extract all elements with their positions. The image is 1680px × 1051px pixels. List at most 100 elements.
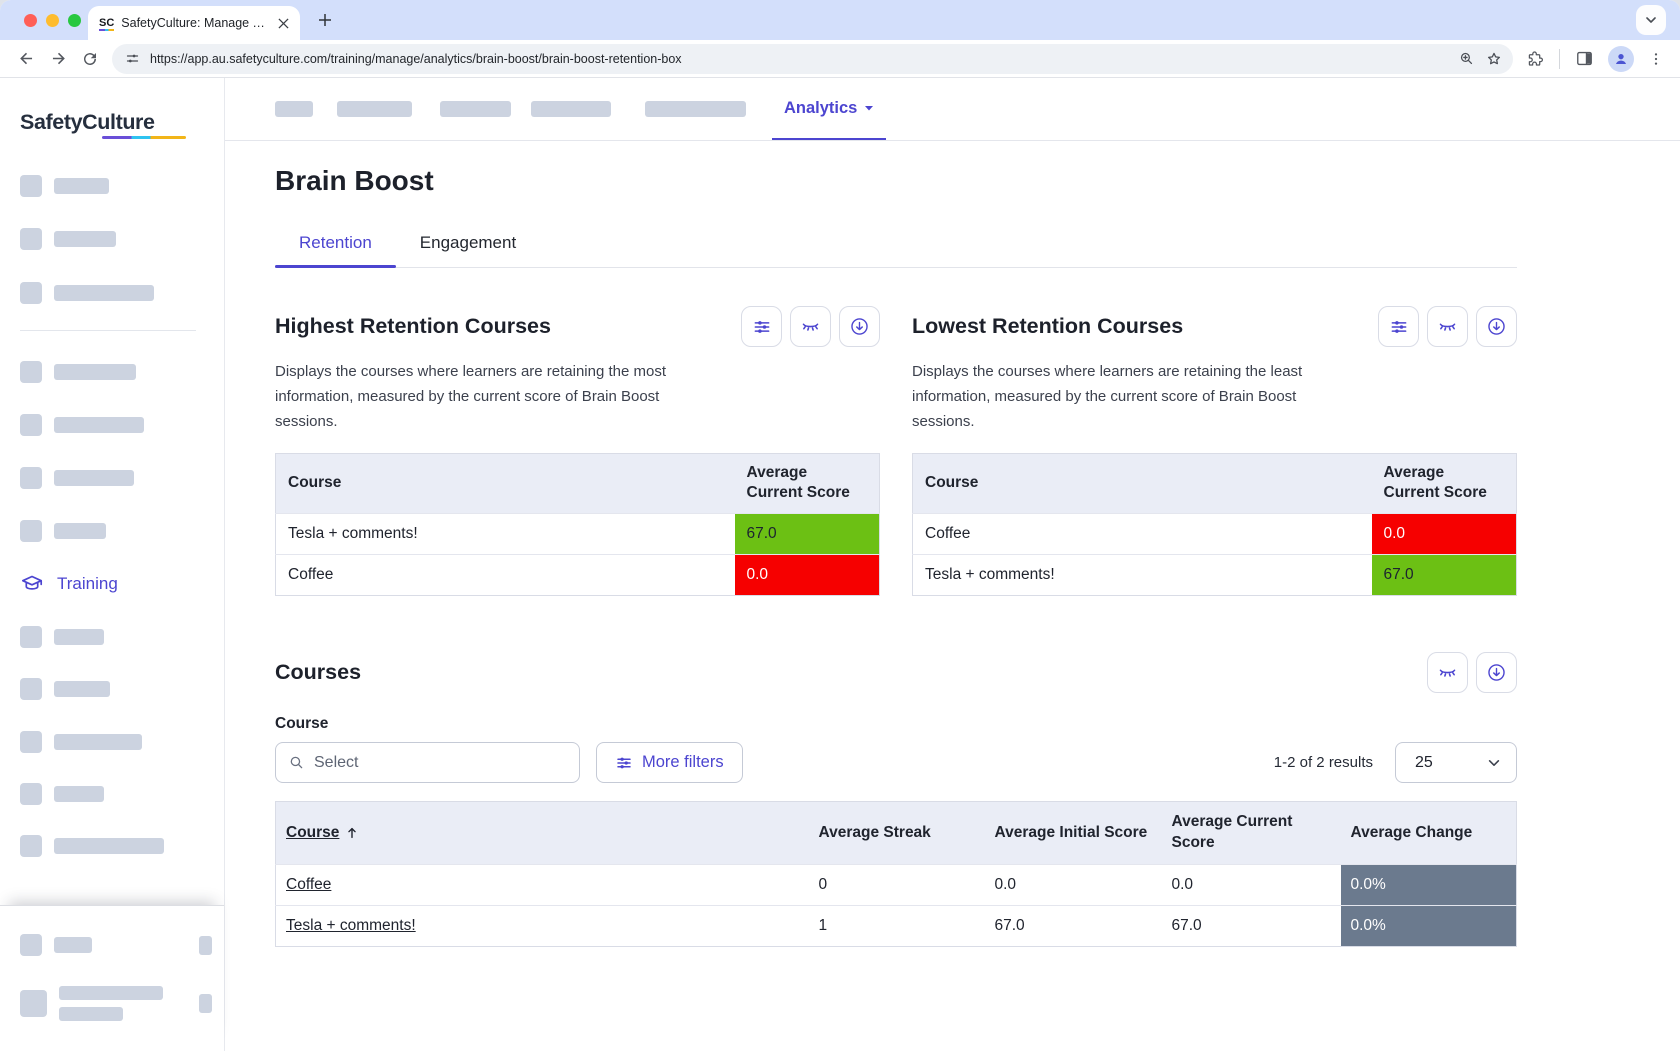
lowest-retention-title: Lowest Retention Courses	[912, 314, 1184, 338]
browser-tab[interactable]: SC SafetyCulture: Manage Teams and...	[88, 6, 300, 40]
sidebar-item-training[interactable]: Training	[0, 572, 224, 596]
tab-engagement[interactable]: Engagement	[419, 233, 517, 252]
sidebar-skeleton-item	[0, 731, 224, 753]
column-header-average-current-score: Average Current Score	[1371, 453, 1517, 514]
tab-close-icon[interactable]	[275, 15, 291, 31]
course-link[interactable]: Tesla + comments!	[286, 917, 416, 935]
filter-sliders-button[interactable]	[1378, 306, 1419, 347]
toolbar-actions	[1523, 43, 1666, 75]
retention-engagement-tabs: Retention Engagement	[275, 233, 1517, 268]
sidebar-skeleton-item	[0, 467, 224, 489]
sidebar-skeleton-item	[0, 835, 224, 857]
score-cell: 67.0	[1371, 554, 1517, 596]
more-filters-button[interactable]: More filters	[596, 742, 743, 784]
sidebar-skeleton-item	[0, 361, 224, 383]
hide-columns-eye-icon[interactable]	[1427, 652, 1468, 694]
course-cell: Tesla + comments!	[275, 513, 735, 555]
average-initial-score-cell: 0.0	[984, 864, 1162, 906]
courses-filter-row: Select More filters 1-2 of 2 results 25	[275, 742, 1517, 784]
courses-table: Course Average Streak Average Initial Sc…	[275, 801, 1517, 948]
column-header-course: Course	[275, 801, 809, 865]
sidebar-skeleton-item	[0, 986, 224, 1021]
column-header-course: Course	[275, 453, 735, 514]
nav-skeleton-item	[645, 101, 746, 117]
table-row: Coffee 0 0.0 0.0 0.0%	[275, 864, 1517, 906]
browser-tabstrip: SC SafetyCulture: Manage Teams and...	[0, 0, 1680, 40]
column-header-average-streak: Average Streak	[808, 801, 985, 865]
nav-skeleton-item	[531, 101, 611, 117]
course-select-input[interactable]: Select	[275, 742, 580, 784]
minimize-window-button[interactable]	[46, 13, 59, 27]
hide-columns-eye-icon[interactable]	[1427, 306, 1468, 347]
forward-icon[interactable]	[42, 43, 74, 75]
graduation-cap-icon	[20, 572, 44, 596]
lowest-retention-description: Displays the courses where learners are …	[912, 363, 1303, 431]
sort-by-course[interactable]: Course	[286, 823, 359, 844]
page-size-value: 25	[1415, 753, 1433, 771]
download-button[interactable]	[1476, 652, 1517, 694]
browser-profile-avatar[interactable]	[1608, 45, 1634, 72]
maximize-window-button[interactable]	[68, 13, 81, 27]
back-icon[interactable]	[10, 43, 42, 75]
tab-retention[interactable]: Retention	[275, 233, 396, 268]
select-placeholder: Select	[314, 753, 359, 771]
sidebar-skeleton-item	[0, 783, 224, 805]
nav-skeleton-item	[275, 101, 313, 117]
column-header-course: Course	[912, 453, 1372, 514]
nav-analytics-label: Analytics	[784, 98, 858, 117]
safetyculture-favicon: SC	[99, 16, 115, 31]
average-change-cell: 0.0%	[1340, 864, 1517, 906]
retention-panels: Highest Retention Courses	[275, 306, 1517, 597]
window-controls	[24, 13, 81, 27]
course-filter-label: Course	[275, 715, 329, 733]
sort-up-icon	[348, 828, 357, 839]
filter-sliders-button[interactable]	[741, 306, 782, 347]
side-panel-icon[interactable]	[1572, 43, 1596, 75]
search-icon	[288, 754, 305, 771]
table-row: Tesla + comments! 67.0	[912, 554, 1517, 596]
nav-skeleton-item	[440, 101, 511, 117]
browser-menu-icon[interactable]	[1646, 43, 1666, 75]
bookmark-star-icon[interactable]	[1485, 50, 1503, 68]
column-header-average-current-score: Average Current Score	[734, 453, 880, 514]
tab-search-button[interactable]	[1636, 5, 1666, 35]
highest-retention-title: Highest Retention Courses	[275, 314, 551, 338]
sidebar-skeleton-item	[0, 520, 224, 542]
logo-text: SafetyCulture	[20, 110, 155, 134]
hide-columns-eye-icon[interactable]	[790, 306, 831, 347]
close-window-button[interactable]	[24, 13, 37, 27]
nav-item-analytics[interactable]: Analytics	[772, 78, 887, 140]
column-header-average-current-score: Average Current Score	[1161, 801, 1341, 865]
sidebar-skeleton-item	[0, 934, 224, 956]
site-settings-icon[interactable]	[125, 51, 140, 66]
top-navigation: Analytics	[225, 78, 1680, 141]
course-link[interactable]: Coffee	[286, 876, 332, 894]
sidebar-skeleton-item	[0, 175, 224, 197]
average-initial-score-cell: 67.0	[984, 905, 1162, 947]
lowest-retention-table: Course Average Current Score Coffee 0.0	[912, 452, 1517, 597]
average-current-score-cell: 0.0	[1161, 864, 1341, 906]
app-shell: SafetyCulture Training	[0, 78, 1680, 1051]
highest-retention-table: Course Average Current Score Tesla + com…	[275, 452, 880, 597]
average-streak-cell: 0	[808, 864, 985, 906]
zoom-page-icon[interactable]	[1458, 50, 1475, 67]
sidebar-skeleton-item	[0, 414, 224, 436]
url-bar[interactable]: https://app.au.safetyculture.com/trainin…	[112, 43, 1513, 74]
sidebar-footer	[0, 905, 224, 1051]
new-tab-button[interactable]	[314, 9, 336, 31]
url-text[interactable]: https://app.au.safetyculture.com/trainin…	[150, 51, 682, 66]
reload-icon[interactable]	[74, 43, 106, 75]
courses-section-header: Courses	[275, 652, 1517, 694]
page-size-select[interactable]: 25	[1395, 742, 1517, 784]
extensions-icon[interactable]	[1523, 43, 1547, 75]
more-filters-label: More filters	[642, 753, 724, 772]
sidebar: SafetyCulture Training	[0, 78, 225, 1051]
download-button[interactable]	[839, 306, 880, 347]
sidebar-skeleton-item	[0, 626, 224, 648]
average-current-score-cell: 67.0	[1161, 905, 1341, 947]
logo-gradient-underline	[102, 135, 186, 139]
course-cell: Coffee	[275, 554, 735, 596]
download-button[interactable]	[1476, 306, 1517, 347]
average-change-cell: 0.0%	[1340, 905, 1517, 947]
highest-panel-actions	[741, 306, 880, 347]
